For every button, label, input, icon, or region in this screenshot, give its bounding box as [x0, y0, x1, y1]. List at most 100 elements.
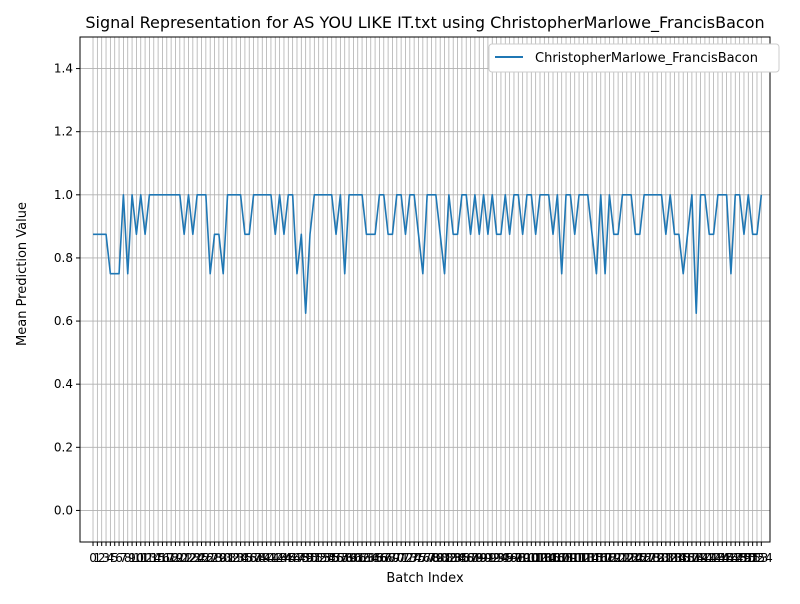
x-tick-label: 135 [667, 551, 690, 565]
x-tick-label: 10 [129, 551, 144, 565]
x-tick-label: 32 [224, 551, 239, 565]
x-tick-label: 23 [185, 551, 200, 565]
x-tick-label: 67 [376, 551, 391, 565]
x-tick-label: 124 [620, 551, 643, 565]
x-tick-label: 112 [568, 551, 591, 565]
x-tick-label: 140 [689, 551, 712, 565]
x-tick-label: 105 [537, 551, 560, 565]
x-tick-label: 58 [337, 551, 352, 565]
x-tick-label: 134 [663, 551, 686, 565]
plot-area [80, 37, 770, 542]
x-tick-label: 0 [89, 551, 97, 565]
x-tick-label: 8 [124, 551, 132, 565]
x-tick-label: 6 [115, 551, 123, 565]
x-tick-label: 50 [302, 551, 317, 565]
x-tick-label: 16 [155, 551, 170, 565]
x-tick-label: 104 [533, 551, 556, 565]
x-tick-label: 26 [198, 551, 213, 565]
x-tick-label: 153 [746, 551, 769, 565]
x-tick-label: 132 [654, 551, 677, 565]
x-tick-label: 52 [311, 551, 326, 565]
x-tick-label: 49 [298, 551, 313, 565]
x-tick-label: 63 [359, 551, 374, 565]
x-tick-label: 19 [168, 551, 183, 565]
x-tick-label: 97 [506, 551, 521, 565]
x-tick-label: 79 [428, 551, 443, 565]
x-tick-label: 146 [715, 551, 738, 565]
y-axis-ticks: 0.0 0.2 0.4 0.6 0.8 1.0 1.2 1.4 [54, 62, 80, 517]
x-tick-label: 39 [255, 551, 270, 565]
x-tick-label: 86 [459, 551, 474, 565]
x-tick-label: 96 [502, 551, 517, 565]
x-tick-label: 48 [294, 551, 309, 565]
x-tick-label: 147 [719, 551, 742, 565]
legend-box [488, 43, 780, 73]
x-tick-label: 62 [354, 551, 369, 565]
y-tick-label: 0.6 [54, 314, 73, 328]
x-tick-label: 36 [242, 551, 257, 565]
x-tick-label: 65 [367, 551, 382, 565]
x-tick-label: 144 [706, 551, 729, 565]
x-tick-label: 43 [272, 551, 287, 565]
x-tick-label: 103 [529, 551, 552, 565]
y-tick-label: 0.2 [54, 440, 73, 454]
y-tick-label: 0.4 [54, 377, 73, 391]
x-tick-label: 87 [463, 551, 478, 565]
x-tick-label: 42 [268, 551, 283, 565]
series-layer [93, 194, 763, 314]
x-tick-label: 60 [346, 551, 361, 565]
x-tick-label: 44 [276, 551, 291, 565]
x-tick-label: 17 [159, 551, 174, 565]
x-tick-label: 107 [546, 551, 569, 565]
x-tick-label: 78 [424, 551, 439, 565]
x-tick-label: 51 [307, 551, 322, 565]
x-tick-label: 120 [602, 551, 625, 565]
x-tick-label: 7 [120, 551, 128, 565]
x-tick-label: 101 [520, 551, 543, 565]
x-tick-label: 138 [680, 551, 703, 565]
x-tick-label: 136 [672, 551, 695, 565]
x-tick-label: 14 [146, 551, 161, 565]
x-tick-label: 22 [181, 551, 196, 565]
x-tick-label: 115 [581, 551, 604, 565]
x-tick-label: 82 [441, 551, 456, 565]
x-tick-label: 85 [454, 551, 469, 565]
x-tick-label: 80 [433, 551, 448, 565]
x-axis-label: Batch Index [386, 571, 464, 586]
x-tick-label: 119 [598, 551, 621, 565]
x-tick-label: 47 [289, 551, 304, 565]
x-tick-label: 108 [550, 551, 573, 565]
x-axis-ticks: 0123456789101112131415161718192021222324… [89, 542, 773, 565]
x-tick-label: 110 [559, 551, 582, 565]
x-tick-label: 55 [324, 551, 339, 565]
x-tick-label: 151 [737, 551, 760, 565]
x-tick-label: 59 [341, 551, 356, 565]
x-tick-label: 116 [585, 551, 608, 565]
x-tick-label: 125 [624, 551, 647, 565]
x-tick-label: 33 [229, 551, 244, 565]
x-tick-label: 73 [402, 551, 417, 565]
x-tick-label: 5 [111, 551, 119, 565]
x-tick-label: 127 [633, 551, 656, 565]
grid-lines [80, 37, 770, 542]
x-tick-label: 114 [576, 551, 599, 565]
x-tick-label: 4 [107, 551, 115, 565]
x-tick-label: 95 [498, 551, 513, 565]
legend: ChristopherMarlowe_FrancisBacon [488, 43, 780, 73]
x-tick-label: 30 [216, 551, 231, 565]
x-tick-label: 83 [446, 551, 461, 565]
x-tick-label: 111 [563, 551, 586, 565]
x-tick-label: 113 [572, 551, 595, 565]
x-tick-label: 61 [350, 551, 365, 565]
x-tick-label: 137 [676, 551, 699, 565]
x-tick-label: 131 [650, 551, 673, 565]
y-tick-label: 0.8 [54, 251, 73, 265]
x-tick-label: 69 [385, 551, 400, 565]
x-tick-label: 77 [420, 551, 435, 565]
x-tick-label: 142 [698, 551, 721, 565]
x-tick-label: 70 [389, 551, 404, 565]
x-tick-label: 139 [685, 551, 708, 565]
x-tick-label: 91 [480, 551, 495, 565]
y-tick-label: 1.4 [54, 62, 73, 76]
x-tick-label: 45 [281, 551, 296, 565]
